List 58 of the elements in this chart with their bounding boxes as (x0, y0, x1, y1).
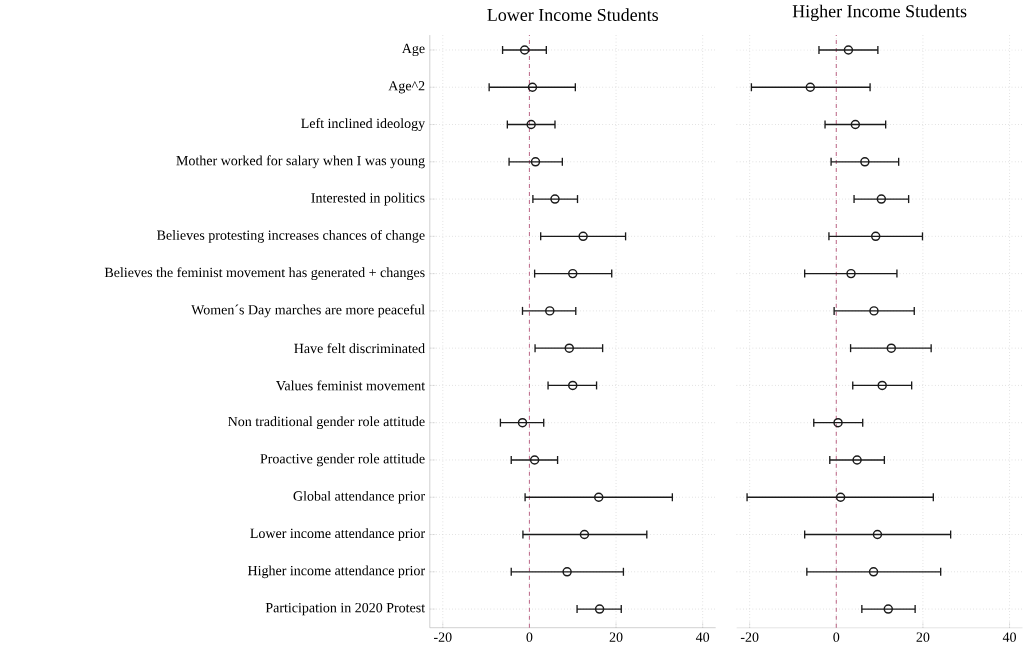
y-tick-label: Higher income attendance prior (247, 565, 425, 579)
y-tick-label: Non traditional gender role attitude (228, 416, 425, 430)
point (529, 455, 540, 465)
point (868, 567, 879, 577)
point (833, 418, 843, 428)
point (852, 455, 862, 465)
x-tick-label: 20 (609, 632, 623, 643)
point (579, 529, 590, 540)
x-tick-label: 0 (526, 632, 533, 643)
point (527, 82, 538, 93)
y-tick-label: Have felt discriminated (294, 343, 425, 354)
y-tick-label: Age (401, 44, 425, 57)
x-tick-label: 40 (695, 632, 710, 643)
y-tick-label: Women´s Day marches are more peaceful (191, 304, 425, 318)
point (545, 306, 555, 316)
point (843, 45, 854, 55)
chart-title: Lower Income Students (487, 8, 659, 22)
point (550, 194, 560, 204)
point (886, 343, 897, 354)
point (835, 492, 846, 503)
y-tick-label: Believes the feminist movement has generated + changes (104, 267, 425, 281)
point (869, 306, 879, 316)
point (883, 604, 894, 614)
point (850, 119, 861, 130)
x-tick-label: 0 (833, 632, 840, 643)
point (877, 380, 887, 391)
point (594, 604, 605, 614)
point (568, 380, 578, 391)
chart-title: Higher Income Students (792, 4, 967, 22)
x-tick-label: 40 (1002, 632, 1016, 643)
point (805, 82, 816, 93)
y-tick-label: Age^2 (388, 81, 425, 94)
y-tick-label: Proactive gender role attitude (260, 453, 425, 467)
y-tick-label: Mother worked for salary when I was young (176, 155, 425, 169)
point (870, 231, 881, 242)
y-tick-label: Global attendance prior (293, 491, 425, 504)
point (526, 119, 536, 130)
point (872, 529, 883, 540)
point (593, 492, 604, 503)
y-tick-label: Values feminist movement (276, 380, 426, 391)
point (517, 418, 528, 428)
y-tick-label: Participation in 2020 Protest (265, 603, 426, 616)
point (562, 567, 572, 577)
y-tick-label: Lower income attendance prior (250, 528, 425, 542)
y-tick-label: Interested in politics (311, 192, 425, 206)
point (568, 269, 578, 279)
point (564, 343, 575, 354)
x-tick-label: -20 (740, 632, 759, 643)
point (876, 194, 887, 204)
point (578, 231, 588, 242)
y-tick-label: Believes protesting increases chances of change (157, 230, 425, 243)
point (530, 157, 541, 167)
point (846, 269, 856, 279)
point (519, 45, 530, 55)
x-tick-label: -20 (434, 632, 452, 643)
x-tick-label: 20 (916, 632, 930, 643)
y-tick-label: Left inclined ideology (301, 118, 426, 132)
point (860, 157, 870, 167)
